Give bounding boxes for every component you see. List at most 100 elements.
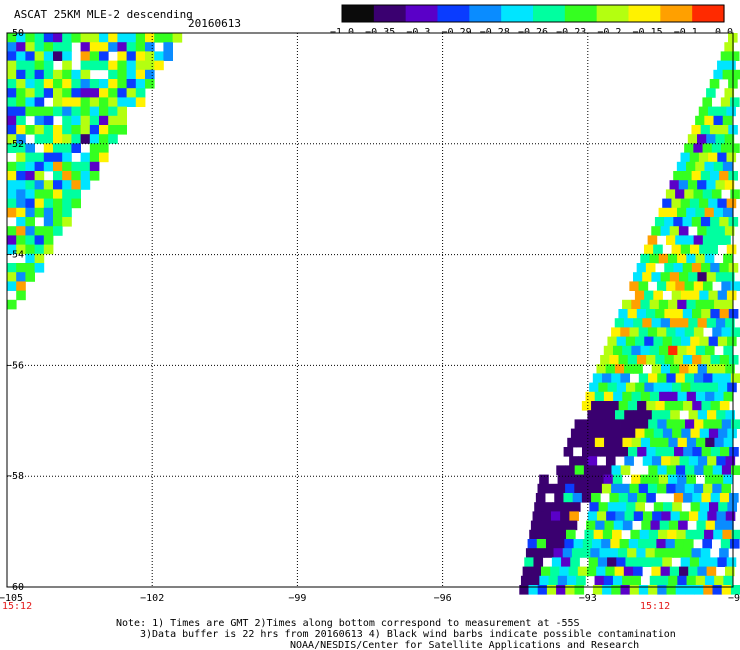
data-pixel <box>108 79 118 89</box>
data-pixel <box>726 106 736 117</box>
data-pixel <box>611 585 621 595</box>
data-pixel <box>588 557 599 567</box>
data-pixel <box>684 419 695 429</box>
data-pixel <box>566 529 576 540</box>
data-pixel <box>135 51 146 61</box>
data-pixel <box>651 410 662 420</box>
data-pixel <box>16 272 26 282</box>
data-pixel <box>730 373 740 383</box>
data-pixel <box>34 60 45 71</box>
data-pixel <box>589 502 600 512</box>
data-pixel <box>697 134 707 144</box>
data-pixel <box>25 51 35 61</box>
data-pixel <box>690 382 700 393</box>
data-pixel <box>611 419 621 429</box>
data-pixel <box>716 456 726 466</box>
data-pixel <box>605 566 616 577</box>
data-pixel <box>702 539 712 549</box>
data-pixel <box>708 428 719 439</box>
data-pixel <box>117 115 127 126</box>
data-pixel <box>690 290 700 301</box>
data-pixel <box>99 134 109 144</box>
data-pixel <box>53 171 63 181</box>
data-pixel <box>658 207 669 218</box>
data-pixel <box>557 575 568 586</box>
data-pixel <box>642 511 653 521</box>
data-pixel <box>550 566 560 577</box>
data-pixel <box>720 51 731 61</box>
data-pixel <box>80 125 91 135</box>
data-pixel <box>723 575 733 586</box>
data-pixel <box>708 152 718 163</box>
data-pixel <box>622 299 632 310</box>
data-pixel <box>62 198 72 209</box>
data-pixel <box>560 511 570 521</box>
data-pixel <box>625 336 636 347</box>
data-pixel <box>715 134 726 144</box>
data-pixel <box>611 327 621 337</box>
data-pixel <box>591 493 601 503</box>
data-pixel <box>715 318 726 328</box>
data-pixel <box>43 60 54 71</box>
data-pixel <box>34 125 45 135</box>
data-pixel <box>658 299 669 310</box>
data-pixel <box>640 391 651 402</box>
data-pixel <box>702 189 713 199</box>
data-pixel <box>686 299 697 310</box>
data-pixel <box>7 244 17 255</box>
data-pixel <box>724 134 735 144</box>
data-pixel <box>730 419 740 429</box>
data-pixel <box>691 548 702 558</box>
data-pixel <box>43 217 54 227</box>
data-pixel <box>662 382 673 393</box>
data-pixel <box>589 382 599 393</box>
data-pixel <box>673 309 684 319</box>
data-pixel <box>62 51 72 61</box>
data-pixel <box>43 51 54 61</box>
data-pixel <box>25 33 35 43</box>
data-pixel <box>615 511 625 521</box>
data-pixel <box>709 125 720 135</box>
data-pixel <box>581 548 591 558</box>
data-pixel <box>627 309 638 319</box>
data-pixel <box>651 226 661 236</box>
data-pixel <box>117 79 127 89</box>
data-pixel <box>688 318 698 328</box>
data-pixel <box>80 134 91 144</box>
data-pixel <box>628 539 639 549</box>
data-pixel <box>614 318 625 328</box>
data-pixel <box>697 272 708 282</box>
data-pixel <box>597 557 608 567</box>
data-pixel <box>565 585 575 595</box>
data-pixel <box>684 327 695 337</box>
data-pixel <box>721 327 732 337</box>
data-pixel <box>679 456 690 466</box>
data-pixel <box>108 115 118 126</box>
data-pixel <box>702 143 713 153</box>
data-pixel <box>700 548 711 558</box>
data-pixel <box>603 575 614 586</box>
data-pixel <box>16 198 26 209</box>
data-pixel <box>699 244 709 255</box>
data-pixel <box>662 428 673 439</box>
data-pixel <box>108 125 118 135</box>
data-pixel <box>692 493 702 503</box>
data-pixel <box>661 456 671 466</box>
data-pixel <box>548 575 559 586</box>
data-pixel <box>705 391 715 402</box>
data-pixel <box>668 391 678 402</box>
data-pixel <box>729 51 740 61</box>
data-pixel <box>697 410 708 420</box>
data-pixel <box>585 474 595 485</box>
data-pixel <box>702 235 713 245</box>
data-pixel <box>636 309 647 319</box>
data-pixel <box>603 474 614 485</box>
data-pixel <box>718 428 728 439</box>
data-pixel <box>649 253 660 264</box>
data-pixel <box>598 502 609 512</box>
data-pixel <box>25 125 35 135</box>
data-pixel <box>566 575 577 586</box>
data-pixel <box>704 299 715 310</box>
latitude-label: −58 <box>6 471 24 482</box>
data-pixel <box>689 152 700 163</box>
